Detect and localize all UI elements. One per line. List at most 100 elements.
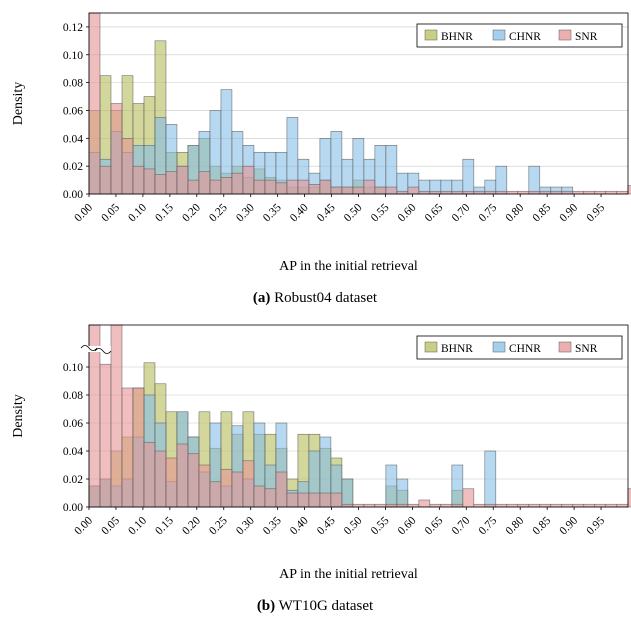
x-tick-label: 0.75 [477, 514, 500, 537]
x-tick-label: 0.00 [72, 514, 95, 537]
bar-snr [396, 190, 409, 195]
bar-snr [462, 190, 475, 195]
bar-snr [253, 485, 266, 508]
caption: (b) WT10G dataset [257, 598, 374, 614]
bar-snr [308, 184, 321, 195]
bar-snr [363, 179, 376, 195]
bar-snr [374, 186, 387, 195]
bar-snr [506, 503, 519, 508]
y-tick-label: 0.02 [63, 474, 83, 486]
bar-snr [407, 503, 420, 508]
x-tick-label: 0.50 [342, 201, 365, 224]
y-tick-label: 0.08 [63, 390, 83, 402]
bar-snr [242, 460, 255, 508]
legend: BHNR CHNR SNR [416, 23, 623, 48]
caption-text: WT10G dataset [275, 598, 374, 614]
bar-snr [484, 503, 497, 508]
bar-chnr [385, 464, 398, 508]
bar-snr [308, 492, 321, 508]
x-tick-label: 0.20 [180, 201, 203, 224]
bar-snr [429, 190, 442, 195]
x-axis-label: AP in the initial retrieval [279, 567, 418, 582]
bar-snr [121, 138, 134, 195]
bar-snr [110, 103, 123, 195]
x-tick-label: 0.00 [72, 201, 95, 224]
x-tick-label: 0.90 [558, 514, 581, 537]
bar-snr [143, 442, 156, 508]
bar-snr [583, 503, 596, 508]
legend-swatch-chnr [492, 341, 506, 353]
bar-snr [550, 190, 563, 195]
x-tick-label: 0.35 [261, 201, 284, 224]
bar-snr [605, 503, 618, 508]
x-tick-label: 0.25 [207, 201, 230, 224]
bar-snr [220, 468, 233, 508]
bar-snr [110, 324, 123, 508]
bar-snr [176, 443, 189, 508]
bar-chnr [484, 450, 497, 508]
y-tick-label: 0.08 [63, 78, 83, 90]
y-axis-label: Density [11, 394, 26, 438]
legend-swatch-snr [558, 341, 572, 353]
bar-snr [440, 190, 453, 195]
bar-snr [88, 12, 101, 195]
bar-snr [352, 503, 365, 508]
bar-snr [220, 177, 233, 195]
bar-snr [352, 186, 365, 195]
x-tick-label: 0.40 [288, 514, 311, 537]
x-tick-label: 0.50 [342, 514, 365, 537]
bar-snr [539, 190, 552, 195]
bar-snr [231, 172, 244, 195]
bar-snr [143, 168, 156, 195]
y-tick-label: 0.04 [63, 446, 83, 458]
bar-snr [187, 179, 200, 195]
bar-snr [264, 488, 277, 508]
bar-snr [396, 503, 409, 508]
bar-snr [495, 503, 508, 508]
bar-snr [286, 492, 299, 508]
x-tick-label: 0.30 [234, 201, 257, 224]
bar-snr [297, 179, 310, 195]
x-tick-label: 0.70 [450, 514, 473, 537]
caption-label: (b) [257, 598, 275, 614]
x-tick-label: 0.65 [423, 514, 446, 537]
y-tick-label: 0.00 [63, 502, 83, 514]
bar-snr [154, 174, 167, 195]
bar-snr [550, 503, 563, 508]
bar-snr [517, 503, 530, 508]
chart-panel-2: 0.000.020.040.060.080.100.00 0.05 0.10 0.15… [11, 324, 631, 614]
caption-text: Robust04 dataset [270, 290, 377, 306]
bar-snr [517, 190, 530, 195]
bar-snr [198, 171, 211, 195]
bar-snr [330, 186, 343, 195]
bar-chnr [495, 165, 508, 195]
x-tick-label: 0.95 [584, 201, 607, 224]
bar-snr [418, 190, 431, 195]
bar-snr [374, 503, 387, 508]
bar-chnr [528, 165, 541, 195]
bar-snr [341, 503, 354, 508]
bar-snr [418, 499, 431, 508]
bar-snr [253, 179, 266, 195]
bar-snr [594, 190, 607, 195]
bar-snr [473, 190, 486, 195]
x-tick-label: 0.45 [315, 201, 338, 224]
y-tick-label: 0.06 [63, 105, 83, 117]
y-axis-label: Density [11, 82, 26, 126]
bar-snr [264, 179, 277, 195]
bar-snr [242, 165, 255, 195]
x-tick-label: 0.35 [261, 514, 284, 537]
bar-snr [385, 503, 398, 508]
bar-chnr [396, 478, 409, 508]
x-tick-label: 0.55 [369, 201, 392, 224]
bar-snr [429, 503, 442, 508]
bar-snr [198, 464, 211, 508]
bar-snr [132, 387, 145, 508]
x-tick-label: 0.30 [234, 514, 257, 537]
bar-snr [616, 503, 629, 508]
x-tick-label: 0.15 [153, 514, 176, 537]
bar-snr [484, 190, 497, 195]
x-tick-label: 0.40 [288, 201, 311, 224]
series-snr [88, 324, 631, 508]
legend-label-chnr: CHNR [509, 31, 541, 43]
